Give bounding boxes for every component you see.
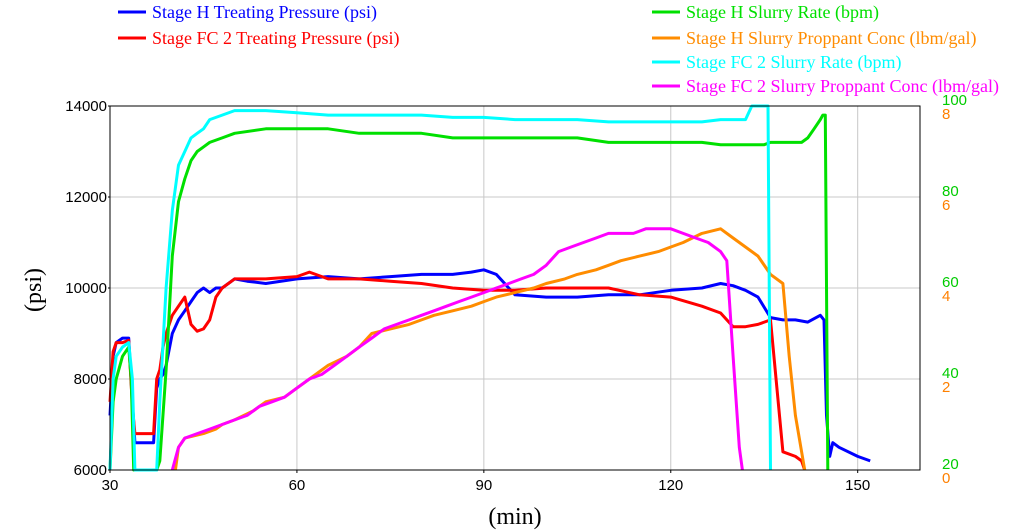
series-line-2: [108, 113, 830, 472]
rate-tick-label-2: 60: [942, 274, 959, 291]
conc-tick-label-4: 8: [942, 106, 950, 123]
x-axis-label: (min): [488, 504, 541, 530]
legend-label-3: Stage H Slurry Proppant Conc (lbm/gal): [686, 28, 976, 49]
x-tick-label-1: 60: [289, 477, 306, 494]
rate-tick-label-0: 20: [942, 456, 959, 473]
series-line-1: [108, 270, 807, 471]
rate-tick-label-1: 40: [942, 365, 959, 382]
legend-label-0: Stage H Treating Pressure (psi): [152, 2, 377, 23]
y-tick-label-4: 14000: [65, 98, 107, 115]
y-tick-label-3: 12000: [65, 189, 107, 206]
legend-label-4: Stage FC 2 Slurry Rate (bpm): [686, 52, 901, 73]
conc-tick-label-3: 6: [942, 197, 950, 214]
x-tick-label-3: 120: [658, 477, 683, 494]
conc-tick-label-0: 0: [942, 470, 950, 487]
y-tick-label-2: 10000: [65, 280, 107, 297]
legend-label-2: Stage H Slurry Rate (bpm): [686, 2, 879, 23]
y-tick-label-1: 8000: [74, 371, 107, 388]
series-line-5: [170, 227, 744, 471]
legend: Stage H Treating Pressure (psi) Stage FC …: [118, 2, 999, 97]
y-axis-label: (psi): [21, 268, 47, 312]
conc-tick-label-2: 4: [942, 288, 950, 305]
x-tick-label-4: 150: [845, 477, 870, 494]
legend-label-1: Stage FC 2 Treating Pressure (psi): [152, 28, 400, 49]
legend-label-5: Stage FC 2 Slurry Proppant Conc (lbm/gal…: [686, 76, 999, 97]
x-tick-label-2: 90: [476, 477, 493, 494]
conc-tick-label-1: 2: [942, 379, 950, 396]
y-tick-label-0: 6000: [74, 462, 107, 479]
rate-tick-label-4: 100: [942, 92, 967, 109]
rate-tick-label-3: 80: [942, 183, 959, 200]
x-tick-label-0: 30: [102, 477, 119, 494]
